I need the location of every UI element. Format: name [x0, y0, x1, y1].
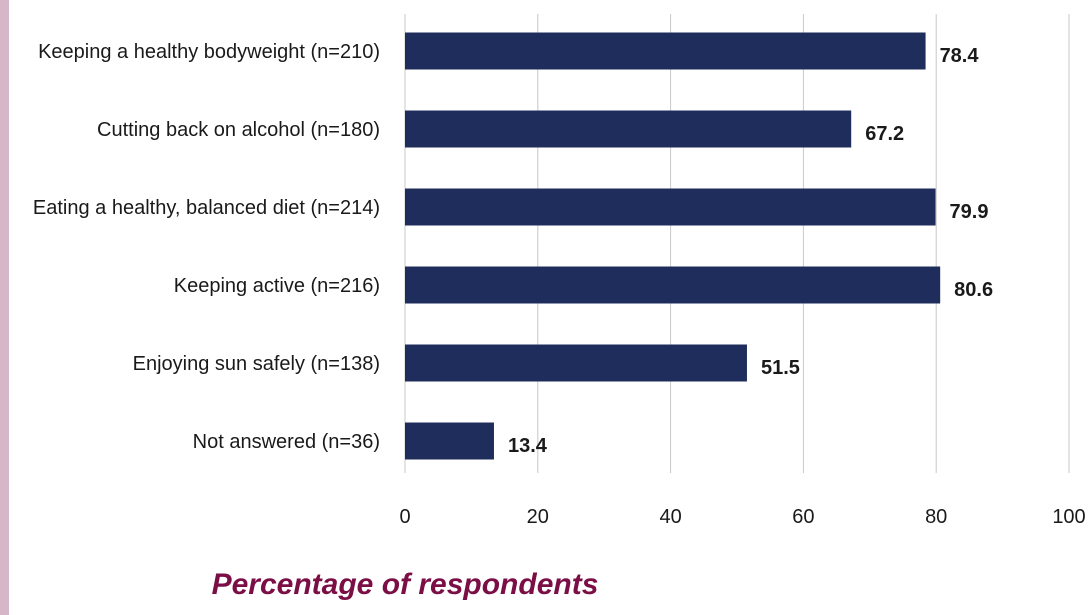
bar	[405, 110, 852, 148]
x-tick-label: 60	[792, 506, 814, 528]
data-label: 80.6	[954, 279, 993, 301]
category-label: Eating a healthy, balanced diet (n=214)	[33, 197, 380, 219]
data-label: 79.9	[950, 201, 989, 223]
bar	[405, 266, 941, 304]
data-label: 13.4	[508, 435, 548, 457]
bar	[405, 32, 926, 70]
x-axis-title: Percentage of respondents	[211, 568, 599, 601]
left-accent-strip	[0, 0, 9, 615]
category-label: Enjoying sun safely (n=138)	[133, 353, 380, 375]
data-label: 67.2	[865, 123, 904, 145]
x-tick-label: 20	[527, 506, 549, 528]
bar-chart: 0 20 40 60 80 100 Keeping a healthy bodyweight…	[33, 14, 1086, 528]
data-label: 51.5	[761, 357, 800, 379]
category-label: Not answered (n=36)	[193, 431, 380, 453]
category-label: Keeping a healthy bodyweight (n=210)	[38, 41, 380, 63]
x-tick-label: 100	[1052, 506, 1085, 528]
data-label: 78.4	[940, 45, 980, 67]
x-tick-label: 40	[659, 506, 681, 528]
x-tick-label: 0	[399, 506, 410, 528]
category-label: Keeping active (n=216)	[174, 275, 380, 297]
x-tick-label: 80	[925, 506, 947, 528]
category-label: Cutting back on alcohol (n=180)	[97, 119, 380, 141]
bar	[405, 344, 747, 382]
bar	[405, 422, 494, 460]
bar	[405, 188, 936, 226]
